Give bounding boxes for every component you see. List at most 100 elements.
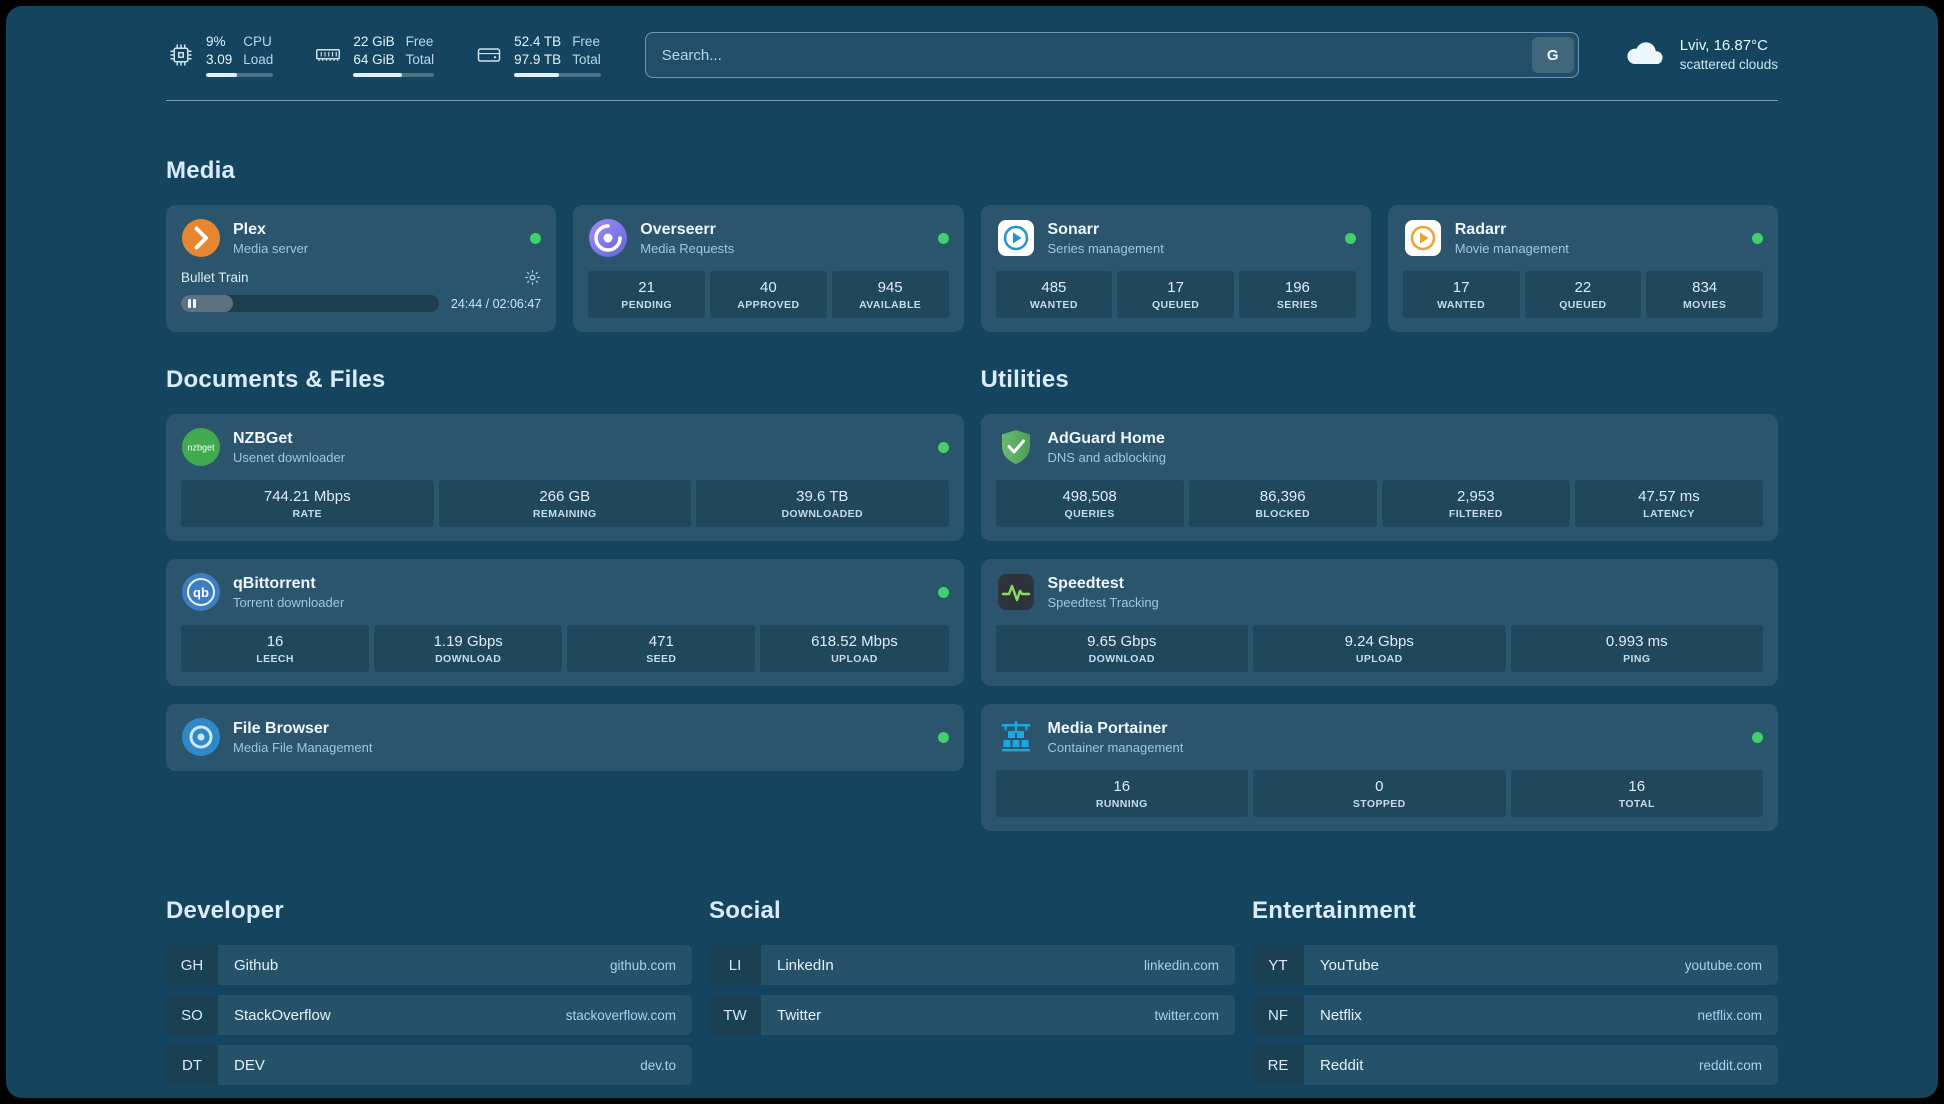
stat-block: 945 AVAILABLE — [831, 271, 949, 318]
stat-value: 945 — [877, 279, 903, 296]
svg-text:qb: qb — [193, 585, 209, 600]
service-subtitle: Series management — [1047, 241, 1164, 257]
service-card[interactable]: Sonarr Series management 485 WANTED — [980, 205, 1371, 332]
bookmark-list: GH Github github.com SO StackOverflow st… — [166, 945, 692, 1085]
stat-value: 485 — [1041, 279, 1067, 296]
stat-value: 1.19 Gbps — [433, 633, 503, 650]
service-card[interactable]: AdGuard Home DNS and adblocking 498,508 … — [980, 414, 1778, 541]
section-title-documents: Documents & Files — [166, 366, 386, 393]
stat-value: 0 — [1375, 778, 1384, 795]
stat-label: RUNNING — [1095, 798, 1148, 810]
bookmarks: Developer GH Github github.com SO StackO… — [166, 897, 1778, 1085]
bookmark-abbr: GH — [166, 945, 218, 985]
stat-label: FILTERED — [1448, 508, 1503, 520]
search-input[interactable] — [645, 37, 1532, 73]
bookmark-link[interactable]: YT YouTube youtube.com — [1252, 945, 1778, 985]
stat-value: 22 — [1574, 279, 1592, 296]
bookmark-group: Social LI LinkedIn linkedin.com TW Twitt… — [709, 897, 1235, 1035]
resource-label: CPU — [243, 34, 272, 50]
stat-block: 40 APPROVED — [710, 271, 827, 318]
service-name: NZBGet — [233, 429, 293, 447]
stat-label: PING — [1623, 653, 1651, 665]
service-card[interactable]: File Browser Media File Management — [166, 704, 964, 771]
service-card[interactable]: Radarr Movie management 17 WANTED — [1387, 205, 1778, 332]
stat-value: 266 GB — [539, 488, 591, 505]
stat-value: 86,396 — [1259, 488, 1306, 505]
service-card[interactable]: Media Portainer Container management 16 … — [980, 704, 1778, 831]
bookmark-link[interactable]: LI LinkedIn linkedin.com — [709, 945, 1235, 985]
stat-label: LEECH — [256, 653, 294, 665]
stat-block: 86,396 BLOCKED — [1188, 480, 1377, 527]
service-card[interactable]: nzbget NZBGet Usenet downloader — [166, 414, 964, 541]
stat-value: 21 — [638, 279, 655, 296]
search-provider-button[interactable]: G — [1531, 37, 1574, 73]
status-dot — [937, 731, 949, 743]
disk-icon — [474, 40, 504, 70]
resource-value: 22 GiB — [353, 34, 395, 50]
bookmark-domain: twitter.com — [1154, 1007, 1219, 1023]
playback-progress-bar[interactable] — [181, 295, 439, 312]
stat-block: 17 QUEUED — [1117, 271, 1234, 318]
service-card[interactable]: Overseerr Media Requests 21 PENDING — [573, 205, 964, 332]
stats-row: 498,508 QUERIES 86,396 BLOCKED 2,953 FIL… — [995, 480, 1763, 527]
bookmark-group-title: Entertainment — [1252, 897, 1416, 924]
bookmark-abbr: SO — [166, 995, 218, 1035]
bookmark-group-title: Social — [709, 897, 781, 924]
bookmark-group-title: Developer — [166, 897, 284, 924]
stat-block: 21 PENDING — [588, 271, 705, 318]
bookmark-link[interactable]: TW Twitter twitter.com — [709, 995, 1235, 1035]
bookmark-name: DEV — [234, 1056, 265, 1074]
stat-value: 834 — [1692, 279, 1718, 296]
service-card[interactable]: Speedtest Speedtest Tracking 9.65 Gbps D… — [980, 559, 1778, 686]
bookmark-link[interactable]: GH Github github.com — [166, 945, 692, 985]
bookmark-domain: reddit.com — [1698, 1057, 1762, 1073]
stat-label: STOPPED — [1352, 798, 1406, 810]
service-card-plex[interactable]: Plex Media server Bullet Train — [166, 205, 557, 332]
resource-label: Total — [405, 51, 435, 67]
bookmark-link[interactable]: SO StackOverflow stackoverflow.com — [166, 995, 692, 1035]
overseerr-icon — [588, 218, 628, 258]
service-subtitle: Movie management — [1454, 241, 1569, 257]
resource-label: Load — [243, 51, 274, 67]
service-subtitle: Media File Management — [233, 740, 373, 756]
service-name: Media Portainer — [1047, 719, 1168, 737]
bookmark-name: StackOverflow — [234, 1006, 331, 1024]
portainer-icon — [996, 717, 1036, 757]
sonarr-icon — [996, 218, 1036, 258]
cloud-icon — [1623, 37, 1667, 73]
bookmark-name: Reddit — [1320, 1056, 1364, 1074]
stat-value: 0.993 ms — [1605, 633, 1668, 650]
service-subtitle: Media Requests — [640, 241, 735, 257]
bookmark-name: YouTube — [1320, 956, 1379, 974]
bookmark-link[interactable]: DT DEV dev.to — [166, 1045, 692, 1085]
service-subtitle: Container management — [1047, 740, 1184, 756]
stat-value: 40 — [760, 279, 777, 296]
bookmark-name: Github — [234, 956, 279, 974]
svg-text:nzbget: nzbget — [187, 443, 215, 453]
bookmark-abbr: YT — [1252, 945, 1304, 985]
stat-block: 834 MOVIES — [1646, 271, 1763, 318]
service-name: AdGuard Home — [1047, 429, 1165, 447]
stat-value: 744.21 Mbps — [263, 488, 351, 505]
stat-block: 16 RUNNING — [995, 770, 1248, 817]
resource-label: Free — [572, 34, 600, 50]
bookmark-link[interactable]: NF Netflix netflix.com — [1252, 995, 1778, 1035]
bookmark-group: Developer GH Github github.com SO StackO… — [166, 897, 692, 1085]
resource-value: 52.4 TB — [514, 34, 562, 50]
stat-block: 498,508 QUERIES — [995, 480, 1184, 527]
stat-value: 9.24 Gbps — [1344, 633, 1414, 650]
gear-icon[interactable] — [524, 269, 541, 286]
search-bar[interactable]: G — [644, 32, 1579, 78]
stat-label: TOTAL — [1618, 798, 1655, 810]
bookmark-link[interactable]: RE Reddit reddit.com — [1252, 1045, 1778, 1085]
stat-block: 618.52 Mbps UPLOAD — [760, 625, 949, 672]
stat-value: 16 — [266, 633, 284, 650]
status-dot — [937, 232, 949, 244]
service-card[interactable]: qb qBittorrent Torrent downloader — [166, 559, 964, 686]
stat-block: 744.21 Mbps RATE — [181, 480, 434, 527]
resource-progress-bar — [514, 73, 601, 77]
stat-block: 9.65 Gbps DOWNLOAD — [995, 625, 1248, 672]
service-name: File Browser — [233, 719, 330, 737]
stat-label: LATENCY — [1643, 508, 1695, 520]
pause-icon[interactable] — [188, 299, 196, 308]
